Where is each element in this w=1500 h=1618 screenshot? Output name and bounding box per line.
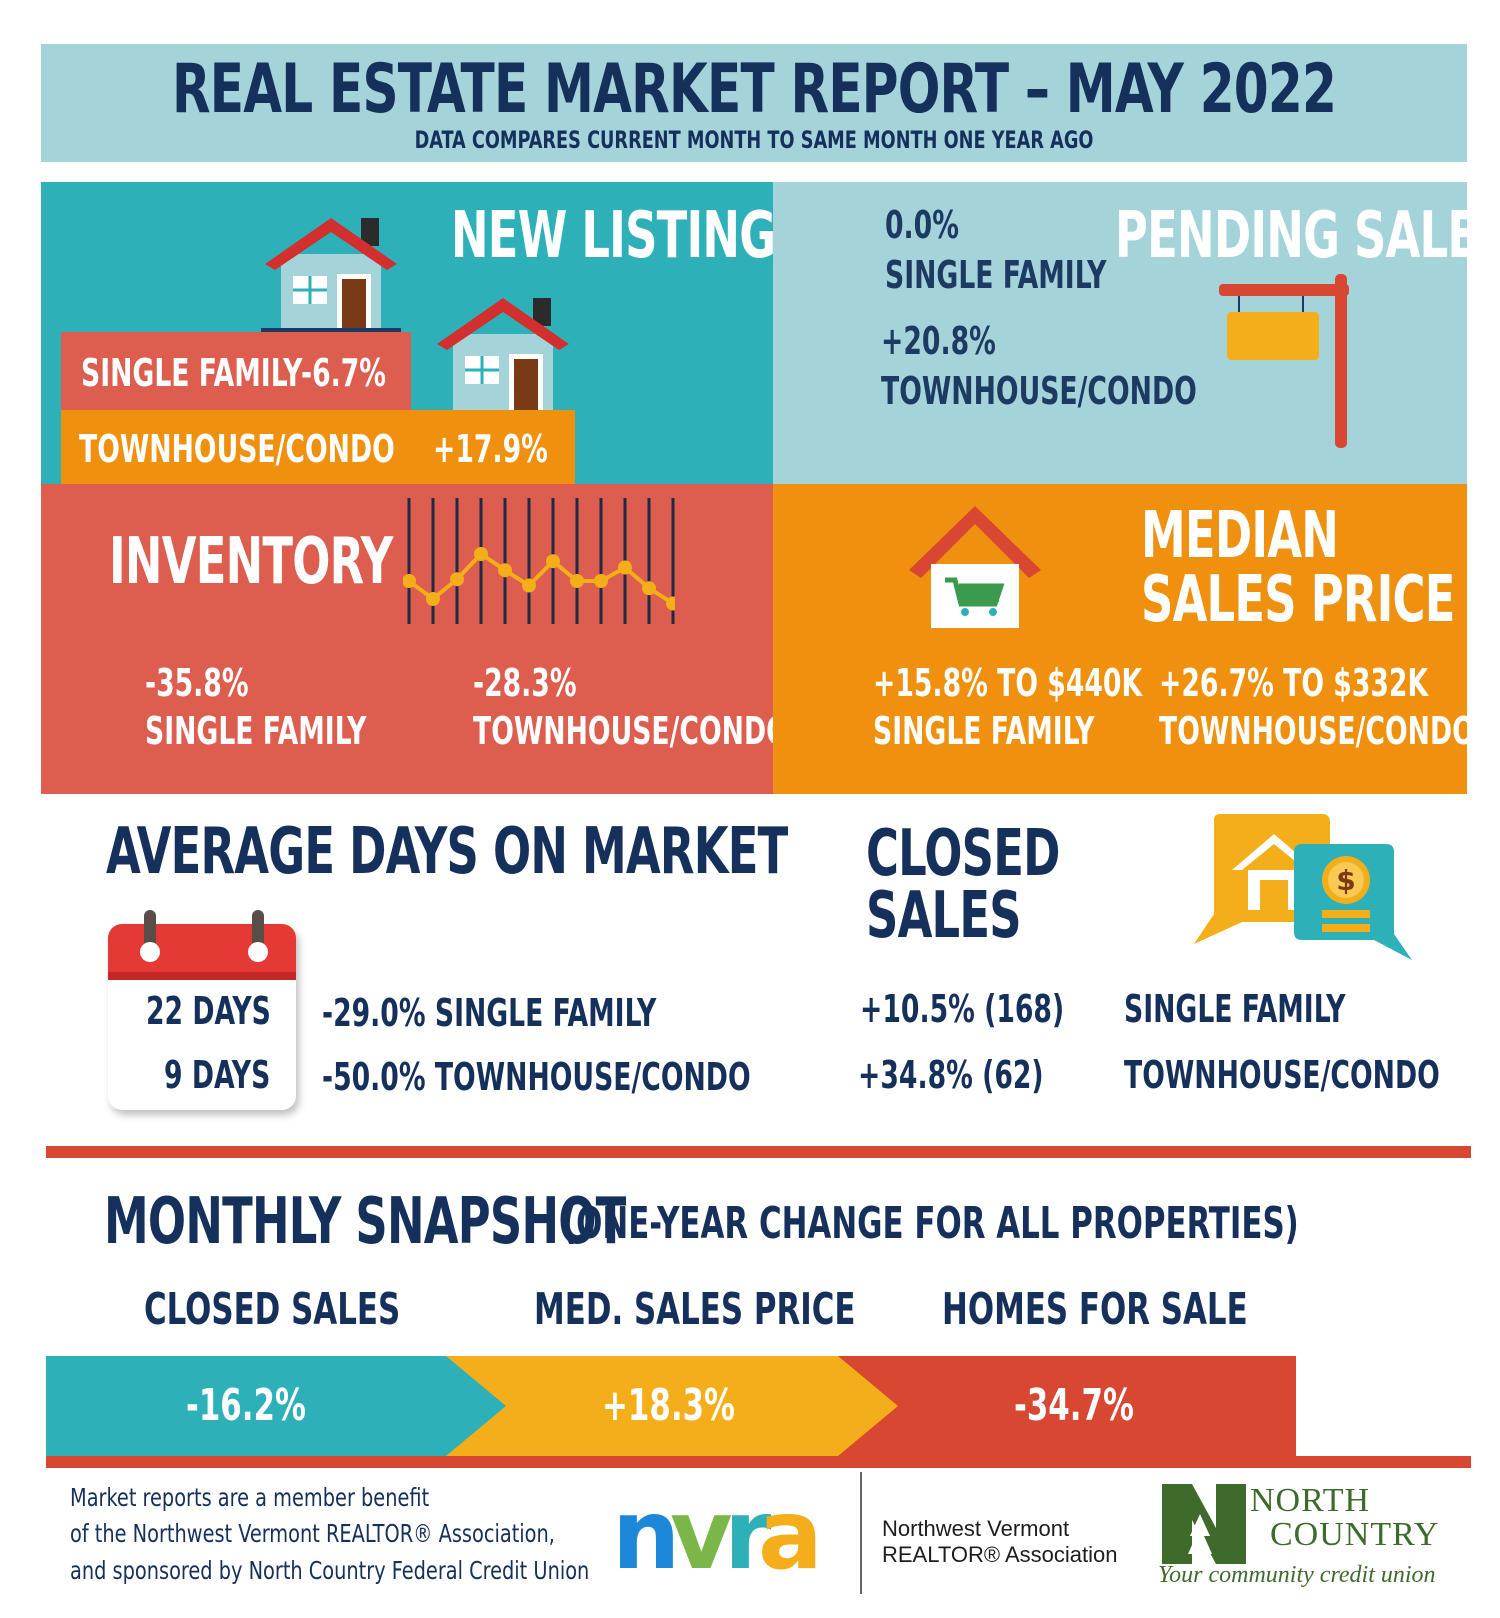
single-family-value: -6.7% <box>301 351 387 395</box>
nvra-name-line-1: Northwest Vermont <box>882 1516 1070 1541</box>
pending-sales-title: PENDING SALES <box>1115 199 1500 273</box>
report-header: REAL ESTATE MARKET REPORT – MAY 2022 DAT… <box>41 44 1467 162</box>
sparkline-point <box>522 578 536 593</box>
nvra-name-line-2: REALTOR® Association <box>882 1542 1118 1568</box>
median-title-line2: SALES PRICE <box>1141 563 1455 637</box>
sparkline-point <box>666 596 675 611</box>
footer-note: Market reports are a member benefit of t… <box>70 1480 589 1589</box>
snapshot-title: MONTHLY SNAPSHOT <box>104 1185 626 1259</box>
snapshot-label-closed: CLOSED SALES <box>144 1284 401 1335</box>
townhouse-bar: TOWNHOUSE/CONDO +17.9% <box>61 410 575 484</box>
sparkline-point <box>546 554 560 569</box>
snapshot-value-closed: -16.2% <box>186 1380 306 1431</box>
nvra-logo: n v r a <box>612 1492 823 1578</box>
for-sale-sign-icon <box>1219 274 1349 448</box>
nc-name-line-2: COUNTRY <box>1270 1516 1440 1553</box>
median-sf-label: SINGLE FAMILY <box>873 709 1095 753</box>
sparkline-point <box>403 574 416 588</box>
pending-tc-value: +20.8% <box>881 319 996 363</box>
nc-name-line-1: NORTH <box>1250 1482 1371 1519</box>
report-title: REAL ESTATE MARKET REPORT – MAY 2022 <box>171 50 1337 129</box>
sparkline-point <box>618 560 632 575</box>
pending-sf-label: SINGLE FAMILY <box>885 253 1107 297</box>
closed-title-line2: SALES <box>866 879 1022 953</box>
snapshot-value-price: +18.3% <box>602 1380 735 1431</box>
nvra-a: a <box>758 1492 823 1578</box>
snapshot-label-price: MED. SALES PRICE <box>534 1284 856 1335</box>
closed-sf-value: +10.5% (168) <box>860 987 1065 1031</box>
median-tc-value: +26.7% TO $332K <box>1159 661 1429 705</box>
sparkline-point <box>594 574 608 588</box>
sparkline-point <box>642 581 656 596</box>
snapshot-arrows <box>46 1356 1296 1456</box>
nvra-name: Northwest Vermont REALTOR® Association <box>882 1516 1118 1569</box>
sparkline-point <box>450 572 464 587</box>
single-family-label: SINGLE FAMILY <box>81 351 303 395</box>
inventory-title: INVENTORY <box>109 525 393 599</box>
snapshot-value-homes: -34.7% <box>1014 1380 1134 1431</box>
nvra-v: v <box>670 1492 733 1578</box>
snapshot-subtitle: (ONE-YEAR CHANGE FOR ALL PROPERTIES) <box>562 1198 1299 1249</box>
inventory-sparkline-icon <box>403 498 675 624</box>
sparkline-point <box>498 563 512 578</box>
pending-sf-value: 0.0% <box>885 203 959 247</box>
closed-sf-label: SINGLE FAMILY <box>1124 987 1346 1031</box>
nvra-n: n <box>612 1492 680 1578</box>
closed-tc-label: TOWNHOUSE/CONDO <box>1124 1053 1440 1097</box>
north-country-logo-icon <box>1162 1484 1246 1564</box>
days-on-market-title: AVERAGE DAYS ON MARKET <box>106 815 788 889</box>
sparkline-point <box>570 574 584 588</box>
median-price-panel: MEDIAN SALES PRICE +15.8% TO $440K SINGL… <box>773 484 1475 794</box>
inventory-sf-value: -35.8% <box>145 661 249 705</box>
inventory-tc-value: -28.3% <box>473 661 577 705</box>
house-icon <box>261 218 401 332</box>
median-title-line1: MEDIAN <box>1141 499 1339 573</box>
svg-text:$: $ <box>1336 864 1355 897</box>
inventory-tc-label: TOWNHOUSE/CONDO <box>473 709 789 753</box>
inventory-panel: INVENTORY -35.8% SINGLE FAMILY -28.3% TO… <box>41 484 789 794</box>
north-country-name: NORTH COUNTRY <box>1250 1484 1439 1552</box>
pending-tc-label: TOWNHOUSE/CONDO <box>881 369 1197 413</box>
pending-sales-panel: 0.0% SINGLE FAMILY +20.8% TOWNHOUSE/COND… <box>773 182 1500 484</box>
townhouse-value: +17.9% <box>433 427 548 471</box>
closed-sales-icon: $ <box>1194 814 1412 960</box>
single-family-bar: SINGLE FAMILY -6.7% <box>61 332 411 412</box>
house-cart-icon <box>909 506 1041 628</box>
closed-title-line1: CLOSED <box>866 817 1060 891</box>
townhouse-label: TOWNHOUSE/CONDO <box>79 427 395 471</box>
new-listings-title: NEW LISTINGS <box>451 199 808 273</box>
nvra-r: r <box>724 1492 772 1578</box>
tc-days: 9 DAYS <box>164 1053 271 1097</box>
sparkline-point <box>474 547 488 561</box>
logo-divider <box>860 1472 862 1594</box>
calendar-icon <box>108 910 296 1110</box>
section-divider <box>46 1146 1471 1158</box>
footer-line-1: Market reports are a member benefit <box>70 1483 430 1512</box>
sf-days: 22 DAYS <box>146 989 271 1033</box>
tc-days-change: -50.0% TOWNHOUSE/CONDO <box>322 1055 751 1099</box>
sf-days-change: -29.0% SINGLE FAMILY <box>322 991 657 1035</box>
section-divider <box>46 1456 1471 1468</box>
footer-line-2: of the Northwest Vermont REALTOR® Associ… <box>70 1519 555 1549</box>
new-listings-panel: SINGLE FAMILY -6.7% TOWNHOUSE/CONDO +17.… <box>41 182 808 484</box>
sparkline-point <box>426 592 440 606</box>
footer-line-3: and sponsored by North Country Federal C… <box>70 1555 590 1585</box>
snapshot-label-homes: HOMES FOR SALE <box>942 1284 1248 1335</box>
sparkline-line <box>407 551 675 606</box>
median-tc-label: TOWNHOUSE/CONDO <box>1159 709 1475 753</box>
north-country-tagline: Your community credit union <box>1158 1562 1436 1588</box>
inventory-sf-label: SINGLE FAMILY <box>145 709 367 753</box>
report-subtitle: DATA COMPARES CURRENT MONTH TO SAME MONT… <box>414 126 1094 154</box>
house-icon <box>437 298 569 410</box>
median-sf-value: +15.8% TO $440K <box>873 661 1143 705</box>
closed-tc-value: +34.8% (62) <box>858 1053 1044 1097</box>
